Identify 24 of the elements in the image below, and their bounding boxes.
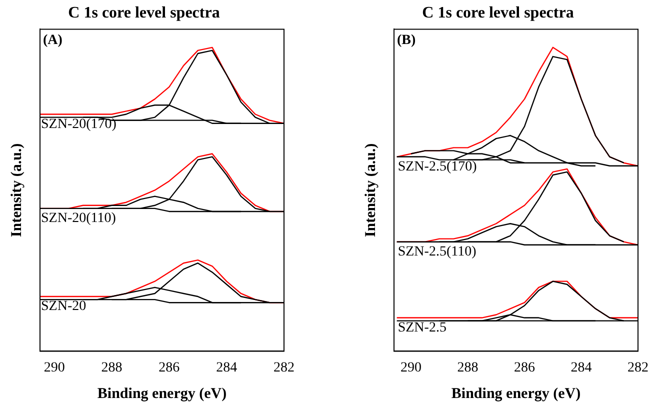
series-label: SZN-20(110)	[41, 211, 116, 226]
series-label: SZN-20(170)	[41, 116, 117, 132]
x-tick-label: 290	[400, 360, 422, 376]
series-label: SZN-2.5(110)	[398, 244, 477, 260]
chart-title: C 1s core level spectra	[422, 4, 574, 22]
series-label: SZN-2.5	[398, 320, 446, 336]
y-axis-title: Intensity (a.u.)	[8, 143, 25, 238]
annotation: (B)	[397, 32, 416, 48]
series-label: SZN-20	[41, 299, 86, 314]
x-tick-label: 286	[158, 360, 180, 376]
chart-title: C 1s core level spectra	[68, 4, 220, 22]
x-tick-label: 284	[216, 360, 238, 376]
x-tick-label: 288	[101, 360, 122, 376]
x-tick-label: 282	[628, 360, 648, 376]
series-label: SZN-2.5(170)	[398, 159, 478, 174]
x-tick-label: 282	[274, 360, 294, 376]
y-axis-title: Intensity (a.u.)	[362, 143, 379, 238]
x-axis-title: Binding energy (eV)	[451, 386, 581, 402]
annotation: (A)	[43, 32, 63, 48]
x-tick-label: 284	[570, 360, 592, 376]
x-tick-label: 286	[514, 360, 536, 376]
x-axis-title: Binding energy (eV)	[97, 386, 227, 402]
x-tick-label: 288	[457, 360, 478, 376]
x-tick-label: 290	[44, 360, 65, 376]
